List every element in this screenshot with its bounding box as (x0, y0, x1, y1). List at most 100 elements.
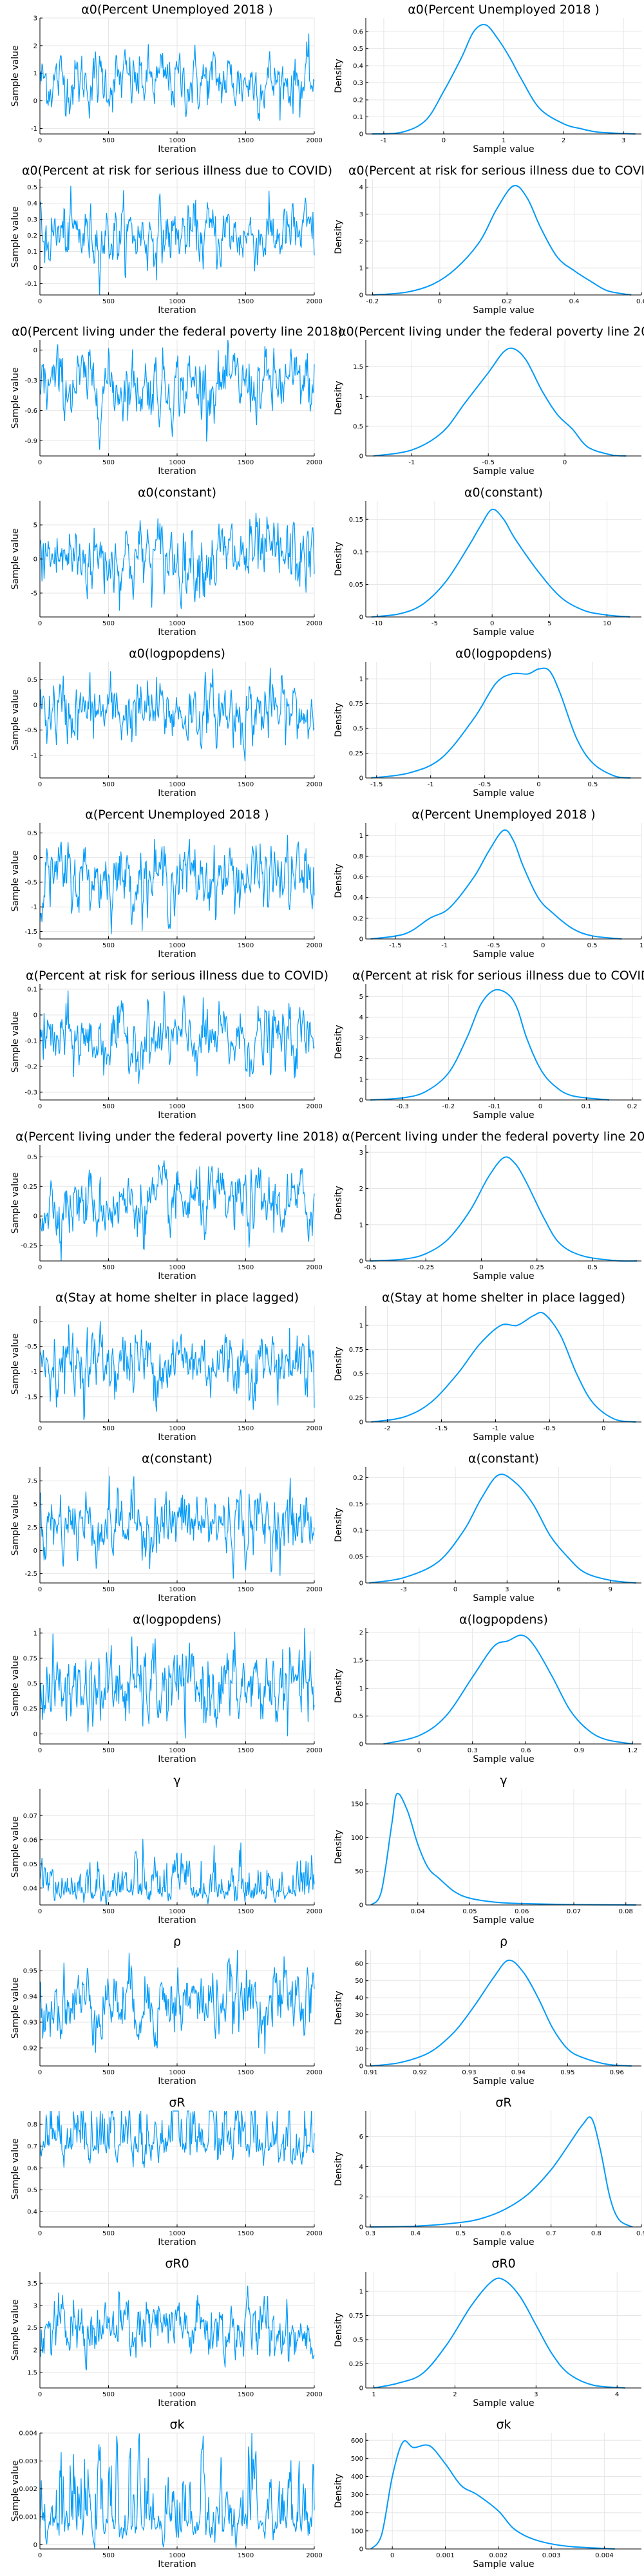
trace-series-line (39, 2432, 315, 2550)
y-tick-label: 0.5 (353, 2337, 363, 2344)
trace-series-line (39, 1475, 315, 1579)
x-tick-label: 1500 (238, 1908, 254, 1915)
y-tick-label: 5 (359, 994, 363, 1001)
x-tick-label: -0.3 (396, 1103, 409, 1110)
y-tick-label: 0 (359, 1419, 363, 1426)
x-axis-label: Iteration (158, 144, 196, 155)
y-tick-label: 0 (33, 1731, 37, 1738)
y-tick-label: 0.25 (349, 750, 363, 757)
x-tick-label: 0.5 (455, 2230, 466, 2237)
y-axis-label: Sample value (10, 528, 21, 589)
y-tick-label: 0 (359, 2385, 363, 2392)
y-axis-label: Sample value (10, 1172, 21, 1233)
y-axis-label: Density (334, 1669, 344, 1703)
trace-series-line (39, 990, 315, 1084)
y-axis-label: Density (334, 1347, 344, 1381)
y-tick-label: 0.25 (349, 2361, 363, 2368)
trace-plot: α0(logpopdens) 0 500 1000 1500 2000 -1 -0.5 0 0.5… (10, 647, 323, 799)
trace-title: α0(logpopdens) (129, 647, 225, 661)
y-axis-label: Sample value (10, 1816, 21, 1877)
x-tick-label: 0 (38, 1747, 42, 1754)
trace-title: γ (173, 1774, 180, 1788)
y-tick-label: 150 (351, 1801, 363, 1808)
y-axis-label: Sample value (10, 850, 21, 911)
x-axis-label: Iteration (158, 2559, 196, 2570)
y-tick-label: 0.002 (19, 2486, 37, 2493)
x-tick-label: 2000 (306, 298, 322, 305)
chart-row: α(Percent living under the federal pover… (10, 1130, 644, 1282)
y-tick-label: 1 (359, 1222, 363, 1229)
x-tick-label: -0.5 (478, 781, 491, 788)
trace-title: σR0 (165, 2257, 189, 2271)
density-title: α(logpopdens) (459, 1613, 548, 1627)
density-title: α0(Percent at risk for serious illness d… (348, 164, 644, 178)
y-tick-label: 50 (355, 1868, 363, 1875)
y-tick-label: 0.3 (353, 80, 363, 87)
y-axis-label: Sample value (10, 1494, 21, 1555)
y-tick-label: 0.15 (349, 1501, 363, 1508)
y-tick-label: 0.93 (23, 2020, 37, 2027)
density-title: α0(Percent Unemployed 2018 ) (408, 3, 600, 17)
x-tick-label: 2000 (306, 1908, 322, 1915)
x-tick-label: 0 (601, 1425, 605, 1432)
y-tick-label: 0 (359, 1258, 363, 1265)
density-curve (371, 667, 631, 779)
y-axis-label: Density (334, 2152, 344, 2186)
y-tick-label: 60 (355, 1961, 363, 1968)
x-axis-label: Sample value (473, 305, 534, 316)
y-tick-label: -2.5 (24, 1571, 37, 1578)
y-axis-label: Density (334, 381, 344, 415)
x-tick-label: 0.3 (468, 1747, 478, 1754)
x-axis-label: Sample value (473, 2076, 534, 2087)
y-tick-label: 0.8 (353, 853, 363, 860)
x-tick-label: 0 (442, 137, 446, 144)
y-tick-label: 1.5 (353, 364, 363, 371)
x-tick-label: 0.95 (560, 2069, 574, 2076)
density-plot: α(Percent Unemployed 2018 ) -1.5 -1 -0.5 0 0.… (334, 808, 643, 960)
x-axis-label: Iteration (158, 1432, 196, 1443)
x-tick-label: 1000 (169, 1264, 185, 1271)
y-tick-label: 0 (359, 292, 363, 299)
x-tick-label: 4 (615, 2391, 619, 2398)
y-tick-label: 4 (359, 1014, 363, 1021)
x-tick-label: 0 (38, 137, 42, 144)
y-tick-label: 0.95 (23, 1968, 37, 1975)
y-tick-label: 1.5 (27, 2369, 37, 2376)
x-tick-label: 2000 (306, 1264, 322, 1271)
x-tick-label: 0.5 (588, 781, 598, 788)
chart-row: ρ0 500 1000 1500 20000.920.930.940.95Iterati… (10, 1935, 641, 2087)
y-axis-label: Sample value (10, 206, 21, 267)
x-tick-label: 3 (621, 137, 625, 144)
trace-plot: α0(Percent Unemployed 2018 ) 0 500 1000 1500… (10, 3, 323, 155)
x-tick-label: 1500 (238, 2552, 254, 2559)
y-tick-label: 10 (355, 2046, 363, 2053)
x-axis-label: Sample value (473, 788, 534, 799)
y-tick-label: 0.06 (23, 1837, 37, 1844)
x-tick-label: 2000 (306, 781, 322, 788)
density-curve (370, 1792, 636, 1906)
x-tick-label: 0.96 (610, 2069, 624, 2076)
y-axis-label: Sample value (10, 2299, 21, 2360)
x-tick-label: 1500 (238, 620, 254, 627)
x-tick-label: 0.94 (511, 2069, 526, 2076)
y-tick-label: -0.1 (24, 281, 37, 288)
x-tick-label: 1000 (169, 1103, 185, 1110)
y-axis-label: Sample value (10, 1977, 21, 2038)
y-tick-label: -0.5 (24, 727, 37, 734)
trace-title: α(logpopdens) (133, 1613, 222, 1627)
density-plot: ρ 0.91 0.92 0.93 0.94 0.95 0.96 0 10 20 30 40 50 60 Sa… (334, 1935, 641, 2087)
trace-plot: α0(constant) 0 500 1000 1500 2000 -5 0 5 Iteratio… (10, 486, 323, 638)
x-tick-label: -1 (441, 942, 448, 949)
x-tick-label: -10 (372, 620, 383, 627)
y-tick-label: -0.3 (24, 377, 37, 384)
x-axis-label: Sample value (473, 1593, 534, 1604)
trace-series-line (39, 339, 315, 450)
x-tick-label: 0.4 (569, 298, 580, 305)
y-tick-label: -0.3 (24, 1090, 37, 1097)
y-axis-label: Sample value (10, 2460, 21, 2521)
x-tick-label: 1 (639, 942, 643, 949)
y-tick-label: 0 (359, 1097, 363, 1104)
y-tick-label: 300 (351, 2492, 363, 2499)
y-tick-label: 2 (359, 2194, 363, 2201)
trace-series-line (39, 1160, 315, 1262)
